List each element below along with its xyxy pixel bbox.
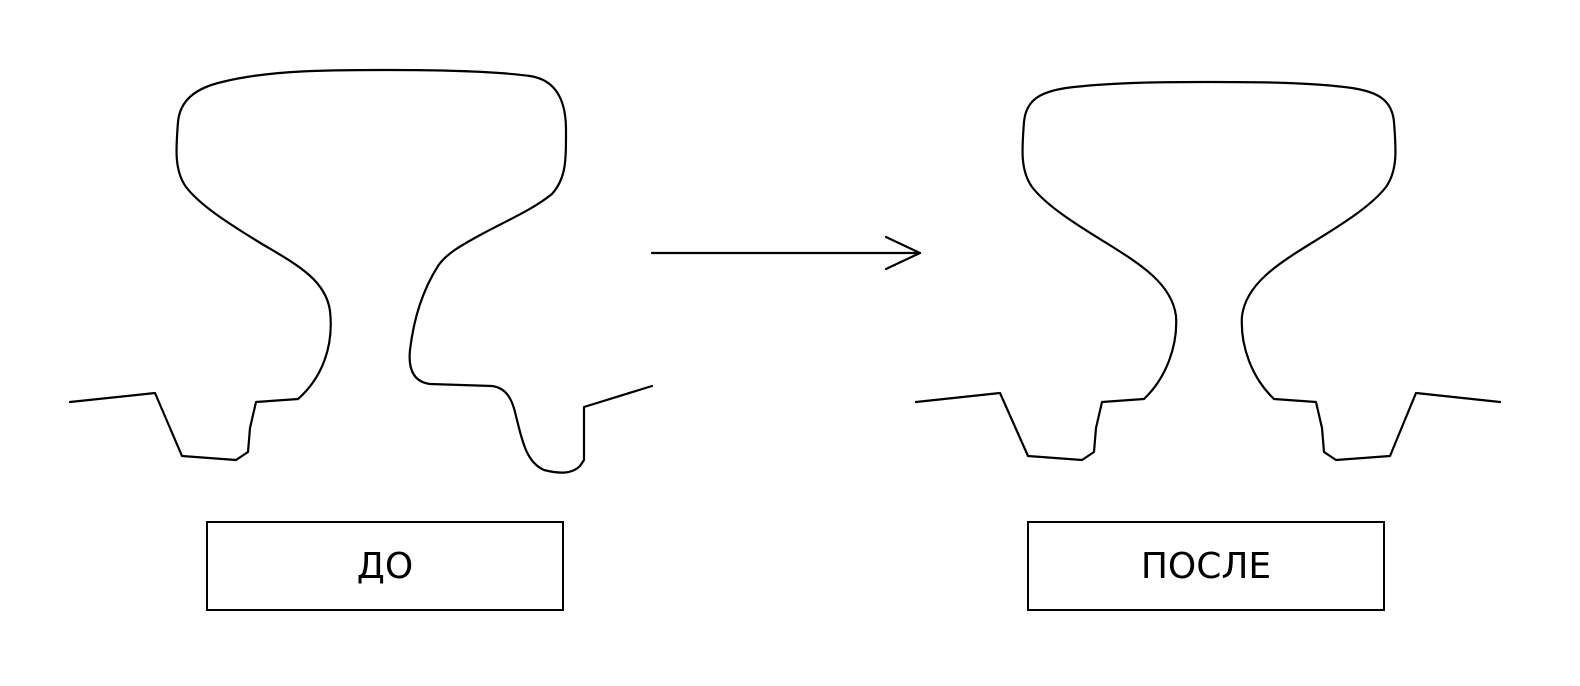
label-after-text: ПОСЛЕ — [1140, 545, 1272, 587]
rail-after-left-base — [914, 391, 1146, 462]
arrow-head — [884, 235, 922, 271]
rail-after-outline — [1021, 80, 1397, 401]
rail-before-left-base — [68, 391, 300, 462]
rail-profile-before — [68, 68, 654, 474]
label-after: ПОСЛЕ — [1027, 521, 1385, 611]
rail-profile-after — [914, 80, 1502, 462]
transformation-arrow — [650, 235, 922, 271]
label-before: ДО — [206, 521, 564, 611]
rail-before-head-outline — [175, 68, 654, 474]
label-before-text: ДО — [356, 545, 414, 587]
rail-after-right-base — [1272, 391, 1502, 462]
